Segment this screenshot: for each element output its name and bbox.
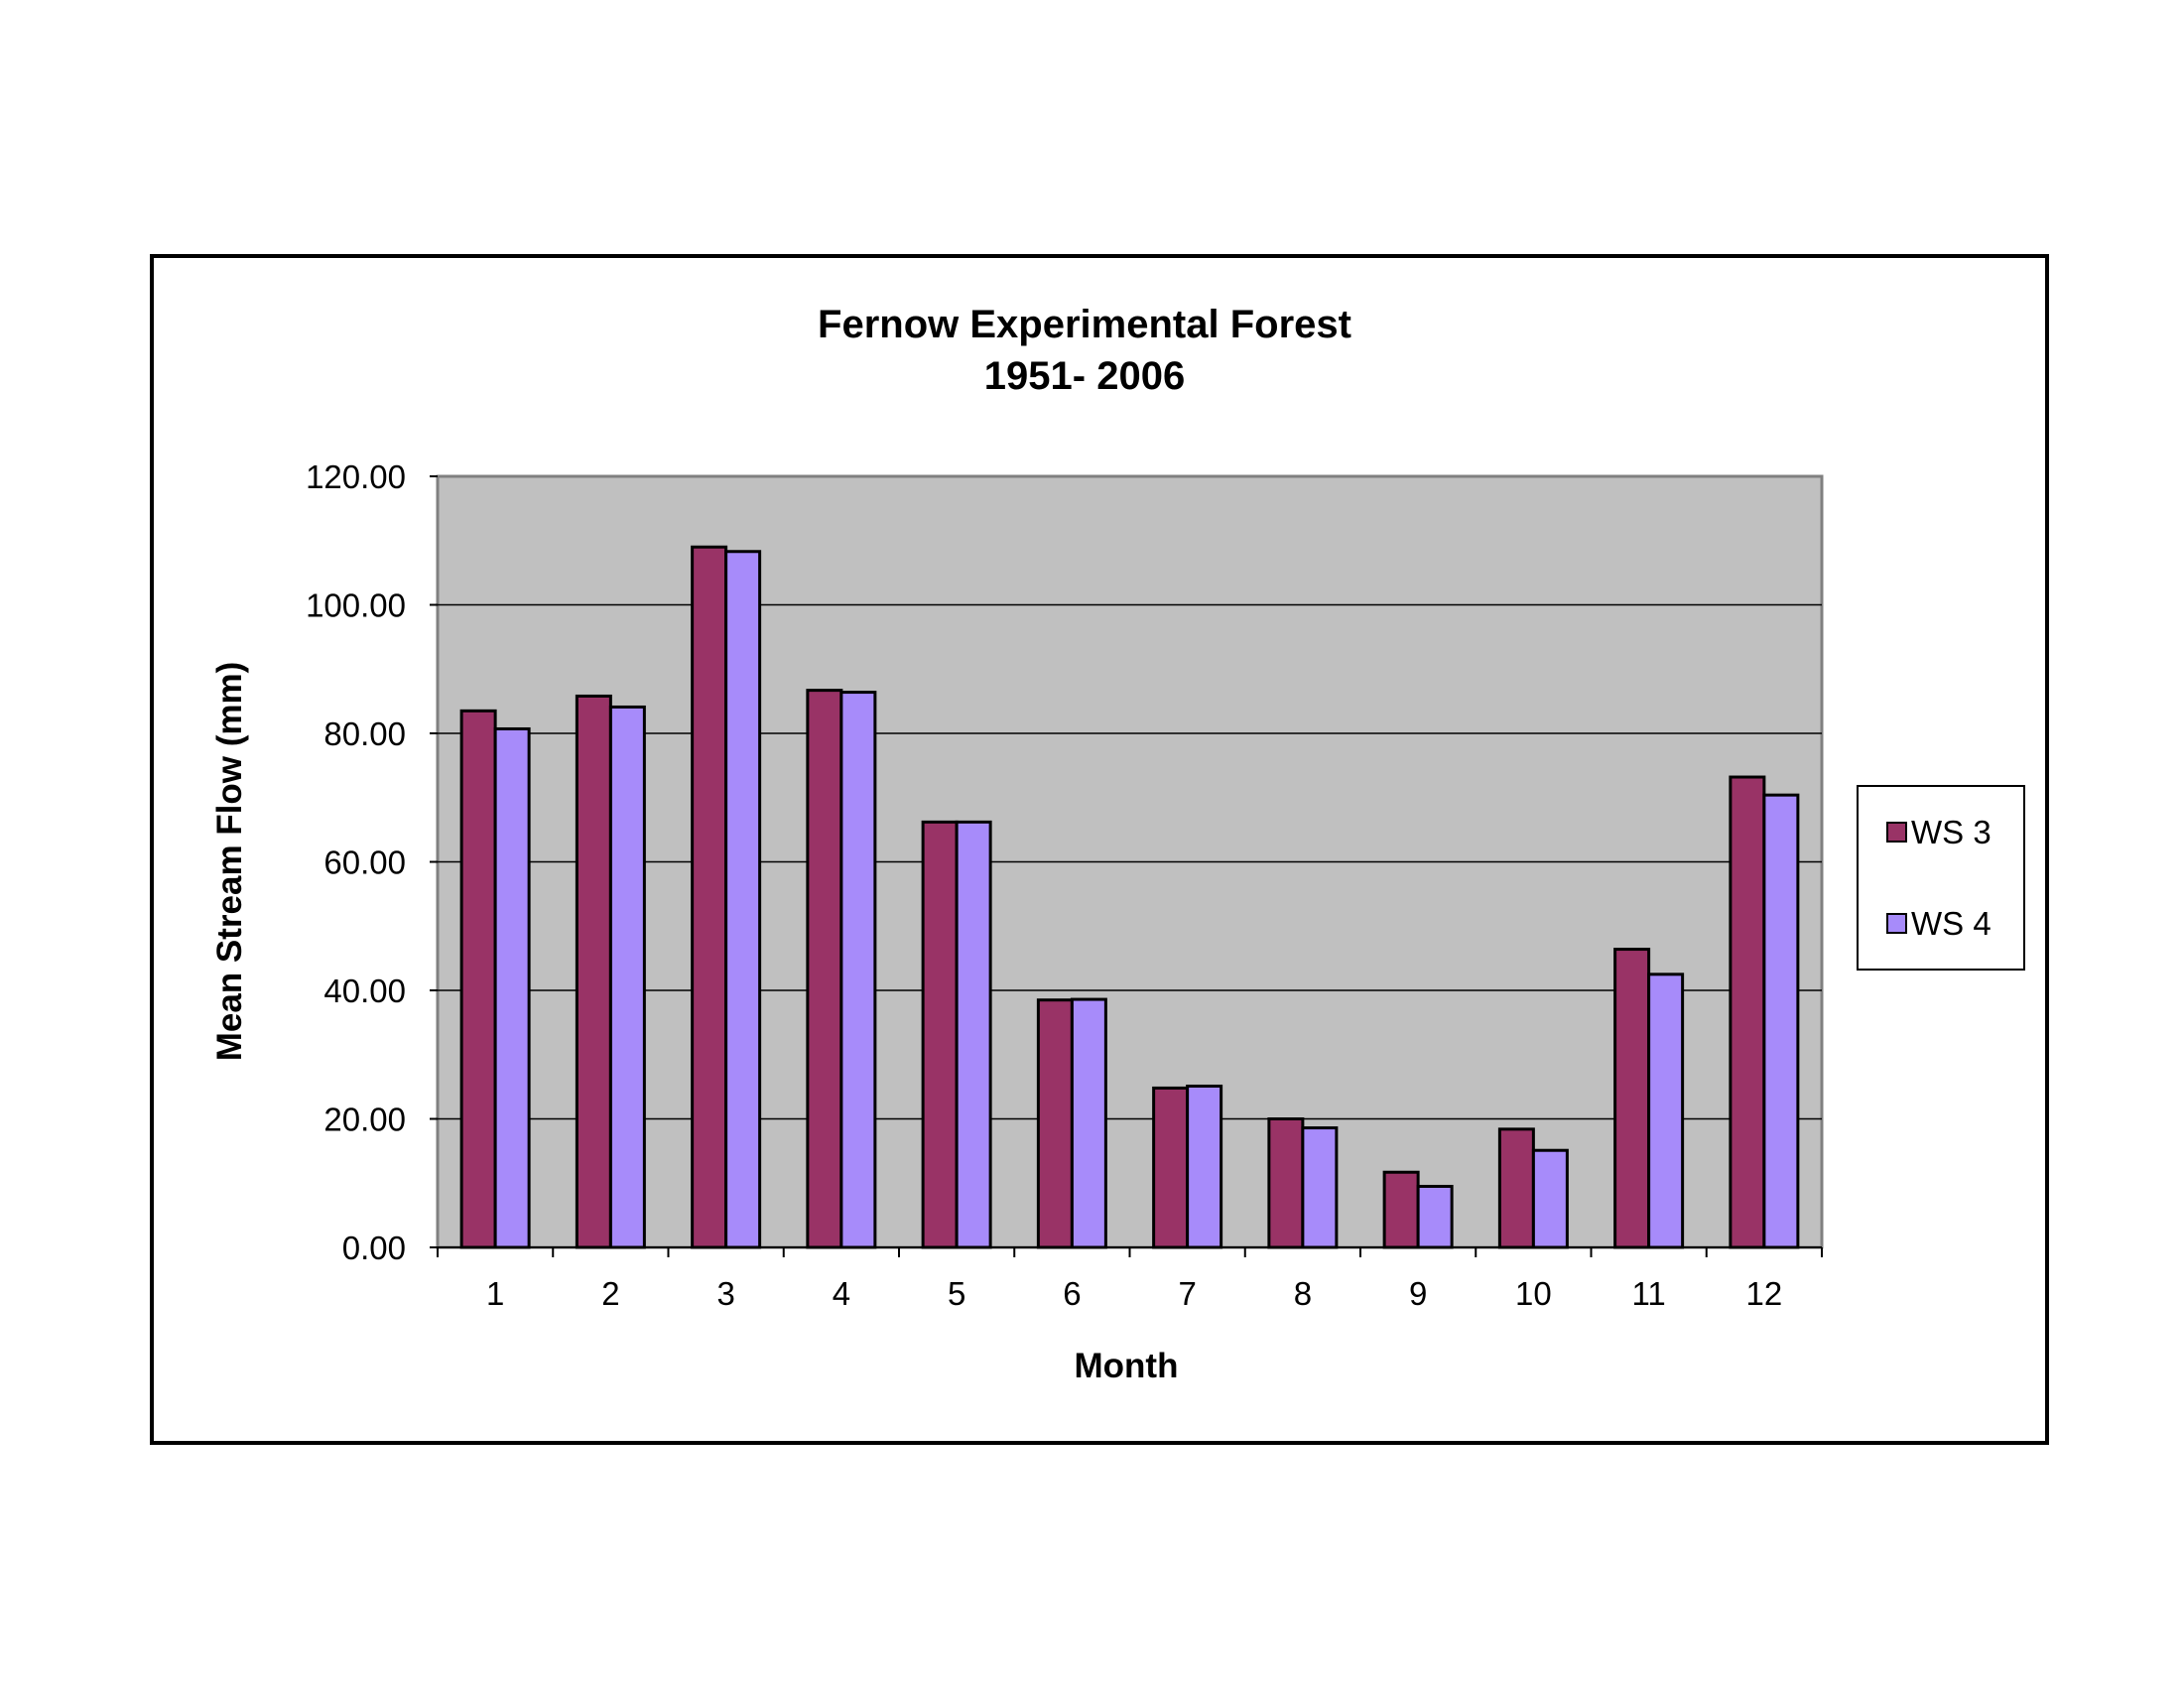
bar-ws4-month-11 <box>1647 973 1685 1249</box>
bar-ws3-month-6 <box>1036 998 1074 1249</box>
bar-ws4-month-7 <box>1186 1084 1223 1249</box>
bar-ws4-month-4 <box>839 691 877 1249</box>
y-axis-label: Mean Stream Flow (mm) <box>210 662 249 1062</box>
legend-box <box>1857 785 2025 971</box>
legend-label-ws3: WS 3 <box>1911 814 1991 850</box>
bar-ws4-month-3 <box>724 550 762 1249</box>
bar-ws4-month-2 <box>608 705 646 1249</box>
bar-ws3-month-1 <box>459 709 497 1249</box>
bar-ws3-month-2 <box>575 694 612 1249</box>
x-tick-labels: 1 2 3 4 5 6 7 8 9 10 11 12 <box>486 1275 1782 1312</box>
bar-ws4-month-5 <box>955 820 992 1249</box>
x-tick-label: 12 <box>1746 1275 1783 1312</box>
x-ticks <box>437 1247 1823 1257</box>
bars <box>459 545 1800 1249</box>
y-tick-label: 100.00 <box>306 587 406 624</box>
x-tick-label: 10 <box>1515 1275 1552 1312</box>
x-tick-label: 4 <box>833 1275 850 1312</box>
legend-label-ws4: WS 4 <box>1911 905 1991 942</box>
gridlines <box>438 603 1822 1120</box>
bar-ws3-month-10 <box>1497 1127 1535 1249</box>
bar-ws3-month-7 <box>1152 1086 1190 1249</box>
y-tick-label: 120.00 <box>306 458 406 495</box>
bar-ws4-month-12 <box>1762 793 1800 1249</box>
legend-swatch-ws4 <box>1886 913 1907 934</box>
bar-ws3-month-5 <box>921 820 959 1249</box>
x-tick-label: 3 <box>716 1275 734 1312</box>
y-tick-label: 20.00 <box>323 1102 406 1138</box>
y-tick-label: 80.00 <box>323 715 406 752</box>
y-tick-label: 40.00 <box>323 973 406 1009</box>
bar-ws4-month-10 <box>1531 1148 1569 1249</box>
x-tick-label: 7 <box>1178 1275 1196 1312</box>
bar-ws3-month-3 <box>691 545 728 1249</box>
x-tick-label: 5 <box>948 1275 965 1312</box>
bar-ws3-month-12 <box>1729 775 1766 1249</box>
bar-ws3-month-11 <box>1613 948 1651 1249</box>
y-tick-labels: 0.00 20.00 40.00 60.00 80.00 100.00 120.00 <box>306 458 438 1266</box>
y-tick-label: 0.00 <box>342 1230 406 1266</box>
chart-subtitle: 1951- 2006 <box>984 354 1185 398</box>
bar-ws4-month-9 <box>1416 1184 1454 1249</box>
x-tick-label: 8 <box>1294 1275 1312 1312</box>
x-tick-label: 6 <box>1063 1275 1081 1312</box>
chart-title: Fernow Experimental Forest <box>818 303 1351 346</box>
x-tick-label: 9 <box>1409 1275 1427 1312</box>
x-tick-label: 2 <box>601 1275 619 1312</box>
bar-ws3-month-8 <box>1267 1117 1305 1249</box>
bar-ws4-month-6 <box>1070 997 1107 1249</box>
x-axis-label: Month <box>1075 1347 1179 1385</box>
x-tick-label: 1 <box>486 1275 504 1312</box>
bar-ws3-month-9 <box>1382 1170 1420 1249</box>
legend: WS 3 WS 4 <box>1857 785 2025 971</box>
legend-swatch-ws3 <box>1886 822 1907 843</box>
bar-ws4-month-1 <box>493 726 531 1249</box>
bar-ws4-month-8 <box>1301 1126 1339 1249</box>
bar-ws3-month-4 <box>806 689 843 1249</box>
x-tick-label: 11 <box>1631 1275 1665 1312</box>
y-tick-label: 60.00 <box>323 844 406 881</box>
